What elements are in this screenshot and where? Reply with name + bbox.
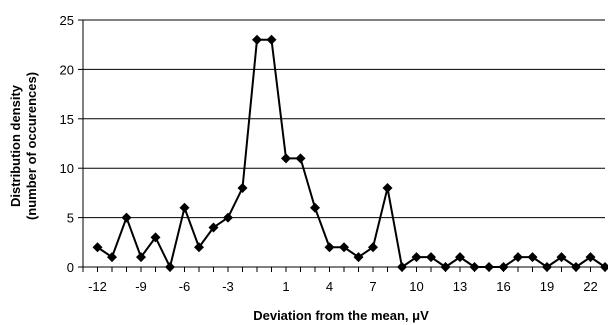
data-point-marker — [266, 34, 277, 45]
x-tick-labels: -12 -9 -6 -3 1 4 7 10 13 16 19 22 — [88, 279, 598, 294]
data-point-marker — [121, 212, 132, 223]
data-point-marker — [107, 252, 117, 263]
y-tick-label: 25 — [60, 13, 74, 28]
x-tick-label: -6 — [179, 279, 191, 294]
y-tick-label: 10 — [60, 161, 74, 176]
x-tick-label: 7 — [369, 279, 376, 294]
data-point-marker — [426, 252, 436, 263]
data-point-marker — [571, 262, 581, 272]
data-point-marker — [455, 252, 465, 263]
x-tick-label: 4 — [326, 279, 333, 294]
data-point-marker — [600, 262, 608, 272]
x-tick-label: -9 — [135, 279, 147, 294]
x-tick-label: 16 — [496, 279, 510, 294]
data-point-marker — [397, 262, 407, 272]
data-point-marker — [469, 262, 480, 272]
data-point-marker — [353, 252, 364, 263]
y-tick-label: 0 — [67, 260, 74, 275]
data-point-marker — [252, 34, 262, 45]
x-tick-label: 13 — [453, 279, 467, 294]
y-tick-label: 5 — [67, 211, 74, 226]
data-point-marker — [223, 212, 233, 223]
data-point-marker — [527, 252, 538, 263]
data-point-marker — [295, 153, 306, 164]
y-axis-title-line-2: (number of occurences) — [24, 72, 39, 220]
data-point-marker — [484, 262, 494, 272]
series — [92, 34, 608, 272]
data-point-marker — [498, 262, 509, 272]
data-point-marker — [208, 222, 219, 233]
x-tick-label: 10 — [409, 279, 423, 294]
data-point-marker — [136, 252, 146, 263]
x-tick-label: 1 — [282, 279, 289, 294]
y-axis-title-line-1: Distribution density — [8, 84, 23, 207]
data-point-marker — [92, 242, 103, 253]
gridlines — [83, 19, 605, 219]
data-point-marker — [150, 232, 161, 243]
y-tick-label: 15 — [60, 112, 74, 127]
data-point-marker — [411, 252, 422, 263]
data-point-marker — [165, 262, 175, 272]
x-axis-title: Deviation from the mean, μV — [253, 308, 429, 323]
y-tick-label: 20 — [60, 62, 74, 77]
x-tick-label: -12 — [88, 279, 107, 294]
y-axis-title-group: Distribution density (number of occurenc… — [8, 72, 39, 220]
x-tick-label: 22 — [583, 279, 597, 294]
data-point-marker — [310, 202, 320, 213]
data-point-marker — [440, 262, 451, 272]
data-point-marker — [237, 182, 248, 193]
data-point-marker — [281, 153, 291, 164]
data-point-marker — [513, 252, 523, 263]
data-point-marker — [556, 252, 567, 263]
x-tick-label: 19 — [540, 279, 554, 294]
data-point-marker — [339, 242, 349, 253]
data-point-marker — [542, 262, 552, 272]
y-tick-labels: 0 5 10 15 20 25 — [60, 13, 74, 275]
data-point-marker — [194, 242, 204, 253]
data-point-marker — [179, 202, 190, 213]
series-line — [96, 38, 606, 268]
data-point-marker — [382, 182, 393, 193]
data-point-marker — [368, 242, 378, 253]
data-point-marker — [324, 242, 335, 253]
data-point-marker — [585, 252, 596, 263]
x-tick-label: -3 — [222, 279, 234, 294]
